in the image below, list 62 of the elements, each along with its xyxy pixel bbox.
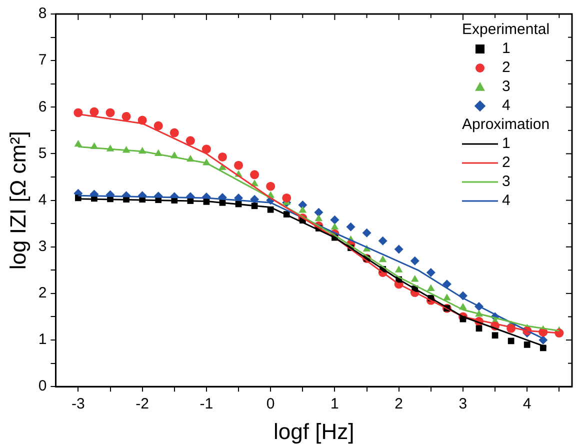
y-tick-label: 7: [38, 52, 47, 69]
x-axis-title: logf [Hz]: [274, 418, 354, 444]
y-tick-label: 4: [38, 191, 47, 208]
point: [298, 206, 307, 213]
point: [106, 108, 115, 118]
point: [443, 294, 451, 300]
point: [330, 222, 339, 230]
point: [410, 274, 419, 282]
annotation: Aproximation: [462, 116, 550, 134]
x-tick-label: 4: [522, 396, 532, 413]
x-tick-label: -2: [136, 396, 149, 413]
point: [378, 255, 387, 262]
legend-label: 3: [502, 78, 510, 96]
point: [314, 208, 324, 217]
point: [218, 152, 227, 162]
y-tick-label: 6: [38, 98, 47, 116]
legend-title: Experimental: [462, 21, 550, 38]
point: [426, 268, 436, 277]
legend-label: 4: [502, 97, 510, 114]
x-tick-label: 0: [266, 396, 275, 413]
legend-label: 1: [502, 135, 510, 152]
point: [90, 107, 99, 116]
y-tick-label: 3: [38, 238, 47, 256]
y-tick-label: 2: [38, 284, 47, 302]
point: [508, 338, 514, 344]
point: [282, 193, 292, 202]
x-tick-label: 1: [330, 396, 339, 413]
y-axis-title: log IZI [Ω cm²]: [5, 130, 30, 270]
x-tick-label: 2: [394, 396, 404, 413]
legend-label: 1: [502, 40, 510, 58]
point: [394, 244, 404, 254]
x-tick-label: -1: [200, 396, 214, 413]
point: [346, 222, 356, 232]
point: [234, 160, 244, 170]
x-tick-label: 3: [458, 396, 468, 413]
y-tick-label: 8: [38, 5, 47, 22]
point: [524, 342, 530, 348]
point: [314, 214, 323, 222]
legend-label: 2: [502, 59, 510, 76]
y-tick-label: 1: [38, 331, 47, 348]
point: [378, 236, 388, 246]
y-tick-label: 0: [38, 378, 47, 395]
point: [186, 136, 195, 146]
point: [170, 128, 179, 138]
x-tick-label: -3: [72, 396, 85, 413]
point: [122, 112, 131, 121]
point: [394, 266, 403, 272]
legend-label: 4: [502, 192, 510, 210]
point: [266, 182, 276, 191]
point: [250, 170, 260, 180]
y-tick-label: 5: [38, 144, 47, 162]
point: [410, 256, 420, 266]
point: [492, 332, 498, 339]
point: [442, 280, 452, 289]
legend-label: 3: [502, 173, 510, 190]
point: [330, 215, 340, 224]
point: [427, 284, 435, 292]
point: [476, 325, 482, 332]
point: [362, 228, 372, 238]
point: [202, 144, 211, 154]
point: [154, 121, 163, 130]
legend-label: 2: [502, 154, 510, 172]
